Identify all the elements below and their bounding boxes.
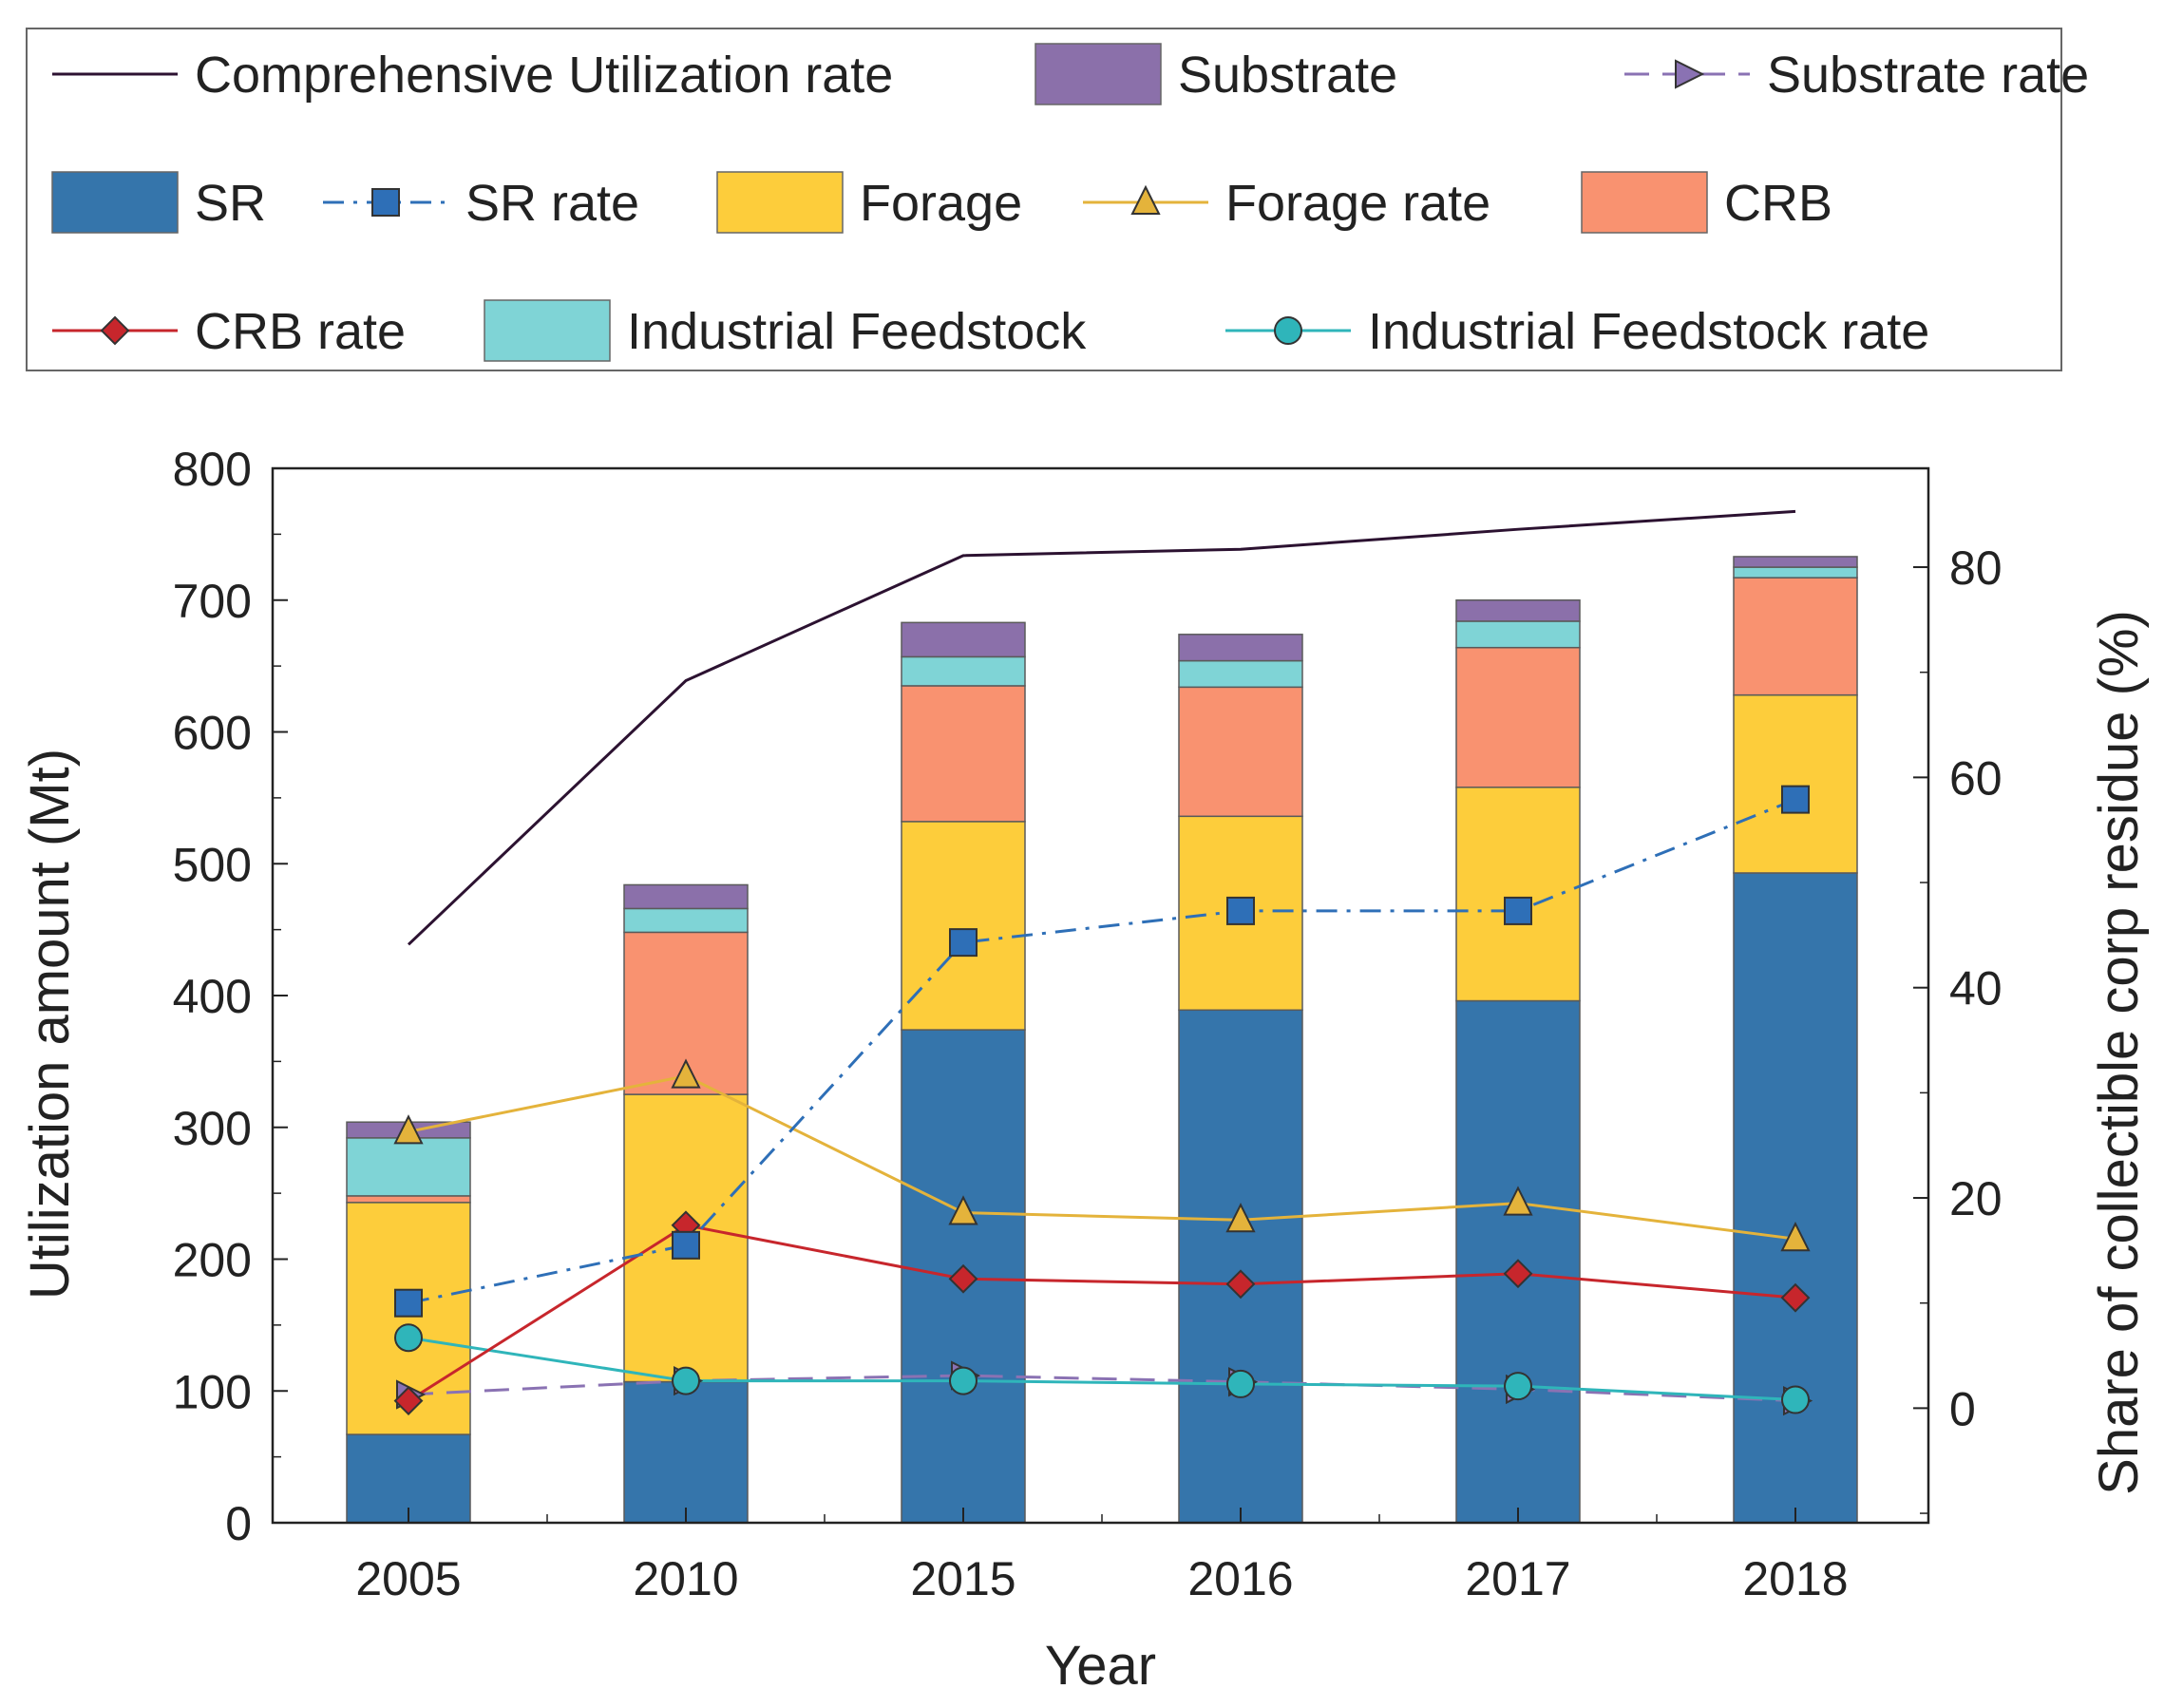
y-tick-label: 800: [173, 443, 252, 496]
y2-tick-label: 60: [1949, 751, 2003, 805]
legend-marker-sr-rate: [371, 188, 400, 217]
point-forage-rate-2005: [393, 1114, 424, 1145]
point-crb-rate-2005: [393, 1386, 424, 1416]
x-tick-label-2018: 2018: [1742, 1552, 1848, 1605]
point-industrial-feedstock-rate-2018: [1781, 1385, 1810, 1414]
bar-crb-2015: [901, 685, 1026, 823]
bar-industrial-feedstock-2017: [1455, 620, 1581, 649]
legend-swatch-sr: [51, 171, 179, 234]
legend-label-sr: SR: [195, 175, 266, 232]
bar-industrial-feedstock-2018: [1733, 566, 1858, 579]
y-tick-label: 500: [173, 838, 252, 891]
point-crb-rate-2015: [948, 1263, 978, 1294]
bar-sr-2016: [1178, 1009, 1303, 1524]
point-industrial-feedstock-rate-2017: [1504, 1372, 1532, 1401]
y-tick-label: 200: [173, 1234, 252, 1287]
x-tick-label-2016: 2016: [1187, 1552, 1293, 1605]
bar-forage-2015: [901, 821, 1026, 1031]
point-sr-rate-2017: [1504, 896, 1532, 925]
point-industrial-feedstock-rate-2015: [949, 1366, 978, 1395]
legend-label-comprehensive-utilization-rate: Comprehensive Utilization rate: [195, 47, 893, 104]
point-sr-rate-2018: [1781, 785, 1810, 814]
line-sr-rate: [408, 798, 1796, 1305]
y2-axis-title: Share of collectible corp residue (%): [2088, 610, 2150, 1495]
x-axis-title: Year: [1045, 1635, 1156, 1697]
bar-industrial-feedstock-2010: [623, 907, 749, 934]
point-sr-rate-2016: [1226, 896, 1255, 925]
point-forage-rate-2010: [671, 1058, 701, 1089]
legend-label-forage: Forage: [860, 175, 1022, 232]
bar-sr-2018: [1733, 872, 1858, 1524]
bar-industrial-feedstock-2016: [1178, 659, 1303, 689]
bar-forage-2017: [1455, 787, 1581, 1002]
legend: Comprehensive Utilization rate Substrate S…: [26, 28, 2089, 371]
legend-label-sr-rate: SR rate: [465, 175, 639, 232]
point-crb-rate-2017: [1503, 1259, 1533, 1289]
legend-swatch-forage: [716, 171, 844, 234]
legend-marker-substrate-rate: [1675, 59, 1705, 89]
point-industrial-feedstock-rate-2005: [394, 1323, 423, 1353]
point-forage-rate-2015: [948, 1195, 978, 1225]
y2-tick-label: 0: [1949, 1382, 1976, 1435]
bar-substrate-2018: [1733, 556, 1858, 568]
bar-crb-2018: [1733, 577, 1858, 696]
bar-crb-2017: [1455, 646, 1581, 788]
bar-substrate-2016: [1178, 634, 1303, 662]
x-tick-label-2005: 2005: [355, 1552, 461, 1605]
bar-sr-2010: [623, 1380, 749, 1524]
plot-area: 0 100 200 300 400 500 600 700 800 0 20 40 60 80 2005 20…: [19, 443, 2150, 1697]
point-sr-rate-2010: [672, 1230, 700, 1260]
legend-label-crb: CRB: [1724, 175, 1832, 232]
legend-label-substrate-rate: Substrate rate: [1767, 47, 2089, 104]
x-tick-label-2015: 2015: [910, 1552, 1016, 1605]
y2-tick-label: 40: [1949, 962, 2003, 1015]
bar-substrate-2017: [1455, 599, 1581, 622]
legend-swatch-industrial-feedstock: [484, 299, 611, 362]
x-tick-label-2017: 2017: [1465, 1552, 1570, 1605]
bar-substrate-2015: [901, 621, 1026, 658]
y2-tick-label: 20: [1949, 1172, 2003, 1225]
legend-marker-forage-rate: [1130, 184, 1161, 215]
legend-marker-crb-rate: [100, 315, 130, 346]
y-axis-title: Utilization amount (Mt): [19, 749, 81, 1300]
y-tick-label: 0: [225, 1497, 252, 1550]
bar-substrate-2010: [623, 883, 749, 910]
line-substrate-rate: [408, 1374, 1796, 1403]
bar-crb-2016: [1178, 686, 1303, 818]
legend-label-substrate: Substrate: [1178, 47, 1397, 104]
legend-label-forage-rate: Forage rate: [1225, 175, 1490, 232]
point-industrial-feedstock-rate-2010: [672, 1366, 700, 1395]
legend-marker-industrial-feedstock-rate: [1274, 316, 1302, 345]
x-tick-label-2010: 2010: [633, 1552, 738, 1605]
legend-label-industrial-feedstock-rate: Industrial Feedstock rate: [1368, 303, 1929, 360]
y-tick-label: 100: [173, 1365, 252, 1418]
point-forage-rate-2016: [1225, 1203, 1256, 1233]
point-crb-rate-2018: [1780, 1282, 1811, 1313]
point-forage-rate-2018: [1780, 1221, 1811, 1252]
point-sr-rate-2005: [394, 1288, 423, 1318]
legend-label-industrial-feedstock: Industrial Feedstock: [627, 303, 1087, 360]
point-crb-rate-2016: [1225, 1269, 1256, 1300]
bar-crb-2005: [346, 1195, 471, 1204]
legend-label-crb-rate: CRB rate: [195, 303, 406, 360]
point-forage-rate-2017: [1503, 1186, 1533, 1216]
bar-industrial-feedstock-2015: [901, 655, 1026, 687]
y-tick-label: 700: [173, 575, 252, 628]
bar-forage-2018: [1733, 693, 1858, 874]
point-industrial-feedstock-rate-2016: [1226, 1369, 1255, 1398]
y2-tick-label: 80: [1949, 541, 2003, 595]
legend-swatch-crb: [1581, 171, 1708, 234]
y-tick-label: 300: [173, 1102, 252, 1155]
y-tick-label: 400: [173, 970, 252, 1023]
line-industrial-feedstock-rate: [408, 1336, 1796, 1402]
legend-swatch-substrate: [1035, 43, 1162, 105]
bar-industrial-feedstock-2005: [346, 1137, 471, 1197]
line-forage-rate: [408, 1074, 1796, 1241]
y-tick-label: 600: [173, 707, 252, 760]
point-sr-rate-2015: [949, 928, 978, 958]
line-comprehensive-utilization-rate: [407, 509, 1796, 946]
